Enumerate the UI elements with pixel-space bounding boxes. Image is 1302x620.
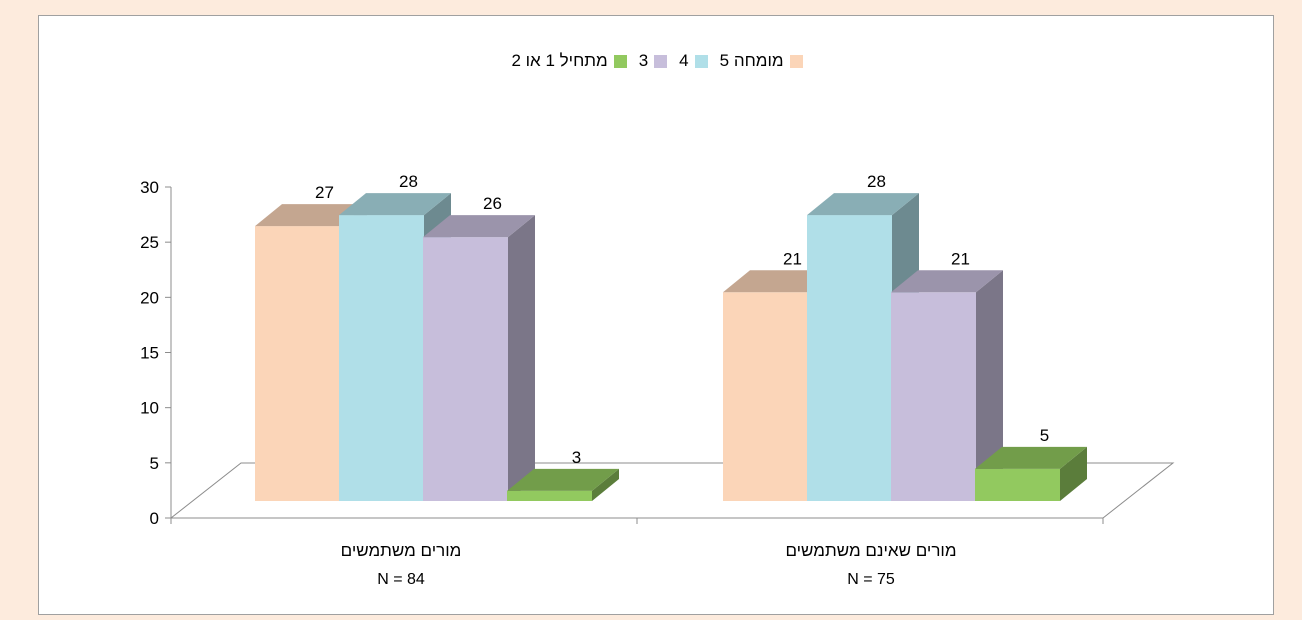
x-category-label: מורים שאינם משתמשים bbox=[785, 541, 956, 560]
bar-top bbox=[507, 468, 619, 491]
legend-item-4: 4 bbox=[679, 51, 708, 71]
y-tick-label: 5 bbox=[150, 454, 159, 473]
bar-side bbox=[976, 270, 1003, 501]
x-category-label: מורים משתמשים bbox=[341, 541, 462, 560]
data-label: 28 bbox=[867, 172, 886, 191]
bar-top bbox=[339, 193, 451, 216]
bar-front bbox=[255, 226, 340, 501]
bar-front bbox=[807, 215, 892, 502]
bar-top bbox=[807, 193, 919, 216]
bar-side bbox=[592, 468, 619, 501]
legend-swatch-4 bbox=[694, 54, 708, 68]
bar-side bbox=[508, 215, 535, 501]
data-label: 21 bbox=[783, 249, 802, 268]
y-tick-label: 30 bbox=[140, 178, 159, 197]
bar-front bbox=[423, 237, 508, 501]
bar-top bbox=[423, 215, 535, 238]
y-tick-label: 25 bbox=[140, 233, 159, 252]
legend-item-3: 3 bbox=[638, 51, 668, 71]
data-label: 27 bbox=[315, 183, 334, 202]
x-category-sublabel: N = 75 bbox=[847, 571, 895, 588]
bar-chart: 0 5 10 15 20 25 30 27 28 26 3 21 28 21 5 מורים משתמשים N… bbox=[140, 172, 1175, 588]
data-label: 5 bbox=[1040, 426, 1049, 445]
legend-swatch-3 bbox=[654, 54, 668, 68]
legend-label-beginner: מתחיל 1 או 2 bbox=[511, 51, 608, 70]
y-tick-label: 20 bbox=[140, 288, 159, 307]
legend-label-expert: מומחה 5 bbox=[719, 51, 784, 70]
data-label: 21 bbox=[951, 249, 970, 268]
legend-item-beginner: מתחיל 1 או 2 bbox=[511, 51, 627, 71]
chart-legend: מומחה 5 4 3 מתחיל 1 או 2 bbox=[300, 51, 1002, 71]
legend-label-3: 3 bbox=[638, 51, 649, 70]
legend-label-4: 4 bbox=[679, 51, 689, 70]
chart-frame: 0 5 10 15 20 25 30 27 28 26 3 21 28 21 5 מורים משתמשים N… bbox=[38, 15, 1274, 615]
y-tick-label: 0 bbox=[150, 509, 159, 528]
y-tick-label: 10 bbox=[140, 399, 159, 418]
bar-top bbox=[891, 270, 1003, 293]
bar-front bbox=[723, 292, 808, 501]
bar-side bbox=[1060, 446, 1087, 501]
bar-front bbox=[339, 215, 424, 502]
y-tick-label: 15 bbox=[140, 344, 159, 363]
data-label: 26 bbox=[483, 194, 502, 213]
x-category-sublabel: N = 84 bbox=[377, 571, 425, 588]
bar-top bbox=[975, 446, 1087, 469]
bar-front bbox=[891, 292, 976, 501]
bar-front bbox=[507, 490, 592, 501]
legend-swatch-expert bbox=[789, 54, 803, 68]
data-label: 28 bbox=[399, 172, 418, 191]
legend-item-expert: מומחה 5 bbox=[720, 51, 803, 71]
data-label: 3 bbox=[572, 448, 581, 467]
legend-swatch-beginner bbox=[613, 54, 627, 68]
bar-front bbox=[975, 468, 1060, 501]
